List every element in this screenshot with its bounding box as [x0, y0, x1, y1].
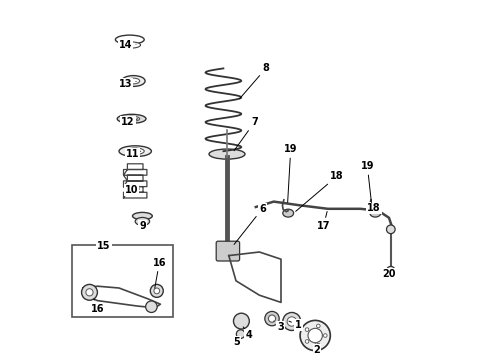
Ellipse shape: [117, 114, 146, 123]
Text: 2: 2: [314, 344, 320, 355]
Text: 18: 18: [296, 171, 343, 211]
Text: 7: 7: [234, 117, 258, 151]
Circle shape: [387, 266, 395, 275]
Circle shape: [305, 328, 309, 332]
Text: 10: 10: [125, 185, 140, 195]
Circle shape: [236, 330, 245, 338]
Ellipse shape: [283, 209, 294, 217]
Text: 13: 13: [119, 78, 136, 89]
Circle shape: [283, 312, 301, 330]
Ellipse shape: [119, 42, 141, 48]
Circle shape: [269, 315, 275, 322]
Text: 1: 1: [289, 320, 302, 330]
Text: 6: 6: [234, 204, 266, 244]
Circle shape: [317, 324, 320, 328]
Circle shape: [323, 334, 327, 337]
Circle shape: [150, 284, 163, 297]
Circle shape: [146, 301, 157, 312]
Text: 14: 14: [119, 40, 136, 50]
Ellipse shape: [209, 149, 245, 159]
FancyBboxPatch shape: [216, 241, 240, 261]
Ellipse shape: [132, 212, 152, 220]
Text: 17: 17: [317, 211, 330, 231]
Circle shape: [287, 317, 296, 326]
Circle shape: [308, 328, 322, 343]
Text: 19: 19: [284, 144, 297, 202]
Circle shape: [265, 311, 279, 326]
Circle shape: [86, 289, 93, 296]
Text: 4: 4: [243, 327, 252, 340]
Ellipse shape: [116, 35, 144, 44]
Text: 3: 3: [274, 321, 284, 332]
Text: 20: 20: [382, 269, 396, 279]
Ellipse shape: [370, 209, 381, 217]
Ellipse shape: [122, 76, 145, 86]
Text: 12: 12: [121, 117, 138, 127]
Text: 16: 16: [91, 299, 105, 314]
Text: 11: 11: [126, 149, 141, 159]
Ellipse shape: [127, 78, 140, 84]
Circle shape: [300, 320, 330, 351]
Circle shape: [387, 225, 395, 234]
Text: 19: 19: [361, 161, 374, 202]
Circle shape: [81, 284, 98, 300]
Text: 5: 5: [233, 337, 240, 347]
Bar: [72, 245, 173, 317]
Circle shape: [154, 288, 160, 294]
Ellipse shape: [126, 148, 144, 154]
Circle shape: [317, 343, 320, 347]
Text: 16: 16: [152, 258, 166, 288]
Text: 9: 9: [139, 221, 146, 231]
Text: 15: 15: [97, 240, 111, 251]
Ellipse shape: [123, 116, 140, 121]
Circle shape: [233, 313, 249, 329]
Circle shape: [305, 339, 309, 343]
Ellipse shape: [135, 217, 149, 225]
Text: 8: 8: [240, 63, 270, 99]
Text: 18: 18: [367, 203, 381, 213]
Ellipse shape: [119, 146, 151, 157]
